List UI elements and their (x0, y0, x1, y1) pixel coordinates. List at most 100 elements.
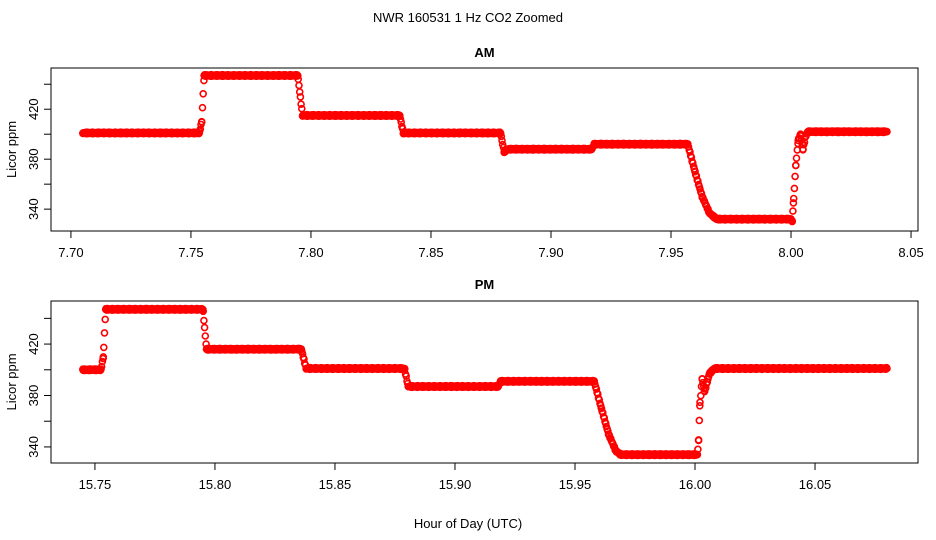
data-point (101, 305, 110, 314)
x-tick-label: 8.00 (778, 245, 803, 260)
data-point (496, 377, 505, 386)
x-axis-label: Hour of Day (UTC) (414, 516, 522, 531)
data-point (404, 382, 413, 391)
data-point (198, 103, 207, 112)
data-point (200, 323, 209, 332)
data-point (695, 401, 704, 410)
data-point (195, 129, 204, 137)
x-tick-label: 15.90 (439, 477, 472, 492)
data-point (883, 364, 891, 373)
data-point (698, 374, 707, 383)
data-point (705, 209, 714, 217)
x-tick-label: 15.95 (559, 477, 592, 492)
panel-am: AM Licor ppm 7.70 7.75 7.80 7.85 7.90 7.95 8.00 8… (4, 45, 924, 260)
x-tick-label: 16.00 (679, 477, 712, 492)
data-point (597, 404, 606, 413)
data-point (396, 115, 405, 123)
data-point (498, 136, 506, 145)
data-point (201, 332, 210, 340)
data-point (788, 217, 797, 226)
data-point (400, 364, 409, 373)
data-point (789, 199, 798, 207)
y-tick-label: 420 (26, 333, 41, 355)
data-point (790, 184, 799, 193)
data-point (697, 189, 706, 198)
data-point (302, 364, 311, 373)
panel-title: AM (474, 45, 494, 60)
y-axis-label: Licor ppm (4, 121, 19, 178)
chart-title: NWR 160531 1 Hz CO2 Zoomed (373, 10, 563, 25)
data-point (700, 387, 709, 396)
data-series (79, 70, 891, 226)
x-tick-label: 16.05 (799, 477, 832, 492)
data-point (694, 436, 703, 445)
data-point (99, 353, 108, 361)
data-point (696, 391, 705, 400)
data-point (792, 154, 801, 162)
data-point (395, 111, 404, 120)
data-series (79, 304, 891, 460)
data-point (295, 88, 304, 96)
data-point (202, 345, 211, 354)
data-point (693, 450, 702, 459)
data-point (695, 416, 704, 425)
data-point (293, 71, 302, 80)
x-tick-label: 8.05 (898, 245, 923, 260)
data-point (698, 192, 707, 201)
data-point (791, 172, 799, 181)
data-point (590, 140, 599, 148)
data-point (611, 446, 620, 455)
data-point (791, 161, 800, 170)
data-point (197, 117, 206, 126)
data-point (100, 329, 109, 337)
y-axis-label: Licor ppm (4, 353, 19, 410)
data-point (199, 90, 207, 98)
plot-frame (50, 300, 919, 464)
data-point (196, 125, 205, 133)
x-tick-label: 7.75 (178, 245, 203, 260)
data-point (297, 100, 305, 108)
data-point (296, 93, 305, 101)
data-point (101, 315, 109, 324)
panel-pm: PM Licor ppm 15.75 15.80 15.85 15.90 15.95 16.0… (4, 277, 919, 492)
data-point (710, 364, 719, 373)
data-point (497, 132, 506, 141)
data-point (883, 127, 891, 136)
data-point (616, 450, 625, 459)
data-point (590, 377, 599, 386)
data-point (295, 81, 303, 90)
data-point (712, 215, 721, 223)
data-point (399, 129, 408, 137)
data-point (496, 129, 505, 137)
panel-title: PM (475, 277, 495, 292)
y-tick-label: 420 (26, 98, 41, 120)
data-point (397, 118, 406, 126)
y-tick-label: 340 (26, 436, 41, 458)
x-tick-label: 15.80 (199, 477, 232, 492)
data-point (297, 345, 306, 354)
x-tick-label: 15.85 (319, 477, 352, 492)
data-point (803, 127, 812, 136)
y-tick-label: 340 (26, 198, 41, 220)
data-point (691, 167, 699, 176)
data-point (100, 343, 108, 352)
data-point (79, 129, 87, 137)
x-tick-label: 7.70 (58, 245, 83, 260)
data-point (604, 427, 612, 435)
data-point (298, 111, 307, 120)
data-point (789, 207, 797, 215)
data-point (683, 140, 692, 148)
data-point (199, 305, 207, 314)
data-point (794, 136, 803, 145)
data-point (799, 145, 807, 153)
y-tick-label: 380 (26, 148, 41, 170)
x-tick-label: 7.95 (658, 245, 683, 260)
data-point (402, 372, 411, 380)
x-tick-label: 15.75 (79, 477, 112, 492)
data-point (79, 365, 87, 374)
y-tick-label: 380 (26, 385, 41, 407)
plot-frame (50, 67, 919, 232)
data-point (200, 71, 208, 80)
data-point (789, 194, 798, 203)
